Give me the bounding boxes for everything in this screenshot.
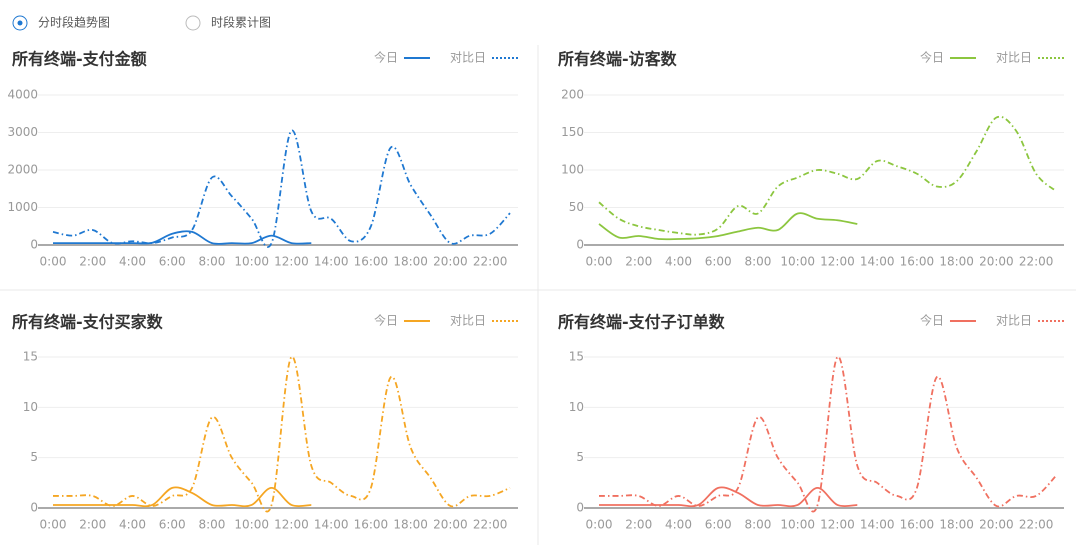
x-tick-label: 14:00 xyxy=(860,255,895,269)
series-line xyxy=(599,356,1057,513)
x-tick-label: 14:00 xyxy=(860,518,895,532)
legend-label: 对比日 xyxy=(450,314,486,328)
x-tick-label: 8:00 xyxy=(198,518,225,532)
x-tick-label: 14:00 xyxy=(314,518,349,532)
x-tick-label: 18:00 xyxy=(939,255,974,269)
series-line xyxy=(53,230,312,245)
x-tick-label: 10:00 xyxy=(780,518,815,532)
y-tick-label: 0 xyxy=(30,501,38,515)
y-tick-label: 15 xyxy=(569,350,584,364)
legend-label: 对比日 xyxy=(996,314,1032,328)
chart-title: 所有终端-支付金额 xyxy=(12,50,147,69)
y-tick-label: 0 xyxy=(576,501,584,515)
series-line xyxy=(599,486,858,508)
series-line xyxy=(598,212,858,241)
legend-label: 今日 xyxy=(374,313,398,328)
y-tick-label: 10 xyxy=(569,400,584,414)
legend-label: 对比日 xyxy=(450,51,486,65)
series-line xyxy=(52,129,511,248)
x-tick-label: 16:00 xyxy=(354,255,389,269)
x-tick-label: 0:00 xyxy=(586,518,613,532)
x-tick-label: 20:00 xyxy=(433,255,468,269)
x-tick-label: 22:00 xyxy=(473,255,508,269)
x-tick-label: 2:00 xyxy=(625,255,652,269)
y-tick-label: 15 xyxy=(23,350,38,364)
y-tick-label: 4000 xyxy=(7,88,38,102)
series-line xyxy=(53,356,511,513)
legend-label: 今日 xyxy=(374,50,398,65)
x-tick-label: 0:00 xyxy=(40,255,67,269)
radio-dot xyxy=(17,20,23,26)
x-tick-label: 0:00 xyxy=(40,518,67,532)
x-tick-label: 6:00 xyxy=(159,255,186,269)
x-tick-label: 2:00 xyxy=(79,255,106,269)
x-tick-label: 2:00 xyxy=(79,518,106,532)
x-tick-label: 4:00 xyxy=(119,518,146,532)
legend-label: 今日 xyxy=(920,313,944,328)
radio[interactable] xyxy=(185,15,201,31)
x-tick-label: 6:00 xyxy=(159,518,186,532)
y-tick-label: 50 xyxy=(569,200,584,214)
x-tick-label: 8:00 xyxy=(744,518,771,532)
x-tick-label: 8:00 xyxy=(198,255,225,269)
x-tick-label: 18:00 xyxy=(393,255,428,269)
legend-label: 对比日 xyxy=(996,51,1032,65)
x-tick-label: 20:00 xyxy=(979,518,1014,532)
x-tick-label: 16:00 xyxy=(900,255,935,269)
x-tick-label: 22:00 xyxy=(1019,255,1054,269)
series-line xyxy=(598,115,1057,236)
x-tick-label: 4:00 xyxy=(665,518,692,532)
x-tick-label: 4:00 xyxy=(665,255,692,269)
y-tick-label: 200 xyxy=(561,88,584,102)
x-tick-label: 10:00 xyxy=(780,255,815,269)
y-tick-label: 1000 xyxy=(7,200,38,214)
radio-label[interactable]: 分时段趋势图 xyxy=(38,15,110,30)
x-tick-label: 20:00 xyxy=(979,255,1014,269)
x-tick-label: 10:00 xyxy=(234,518,269,532)
x-tick-label: 6:00 xyxy=(705,255,732,269)
x-tick-label: 16:00 xyxy=(354,518,389,532)
y-tick-label: 0 xyxy=(576,238,584,252)
y-tick-label: 5 xyxy=(30,450,38,464)
x-tick-label: 2:00 xyxy=(625,518,652,532)
x-tick-label: 18:00 xyxy=(939,518,974,532)
x-tick-label: 12:00 xyxy=(274,255,309,269)
x-tick-label: 0:00 xyxy=(586,255,613,269)
x-tick-label: 16:00 xyxy=(900,518,935,532)
chart-title: 所有终端-支付买家数 xyxy=(12,313,164,332)
radio-label[interactable]: 时段累计图 xyxy=(211,15,271,30)
chart-title: 所有终端-支付子订单数 xyxy=(558,313,726,332)
x-tick-label: 12:00 xyxy=(820,255,855,269)
x-tick-label: 6:00 xyxy=(705,518,732,532)
y-tick-label: 100 xyxy=(561,163,584,177)
x-tick-label: 12:00 xyxy=(274,518,309,532)
series-line xyxy=(53,486,312,508)
y-tick-label: 150 xyxy=(561,125,584,139)
y-tick-label: 2000 xyxy=(7,163,38,177)
x-tick-label: 14:00 xyxy=(314,255,349,269)
x-tick-label: 8:00 xyxy=(744,255,771,269)
x-tick-label: 22:00 xyxy=(1019,518,1054,532)
x-tick-label: 22:00 xyxy=(473,518,508,532)
chart-title: 所有终端-访客数 xyxy=(558,50,678,69)
y-tick-label: 0 xyxy=(30,238,38,252)
x-tick-label: 12:00 xyxy=(820,518,855,532)
y-tick-label: 10 xyxy=(23,400,38,414)
x-tick-label: 18:00 xyxy=(393,518,428,532)
y-tick-label: 5 xyxy=(576,450,584,464)
y-tick-label: 3000 xyxy=(7,125,38,139)
x-tick-label: 10:00 xyxy=(234,255,269,269)
x-tick-label: 4:00 xyxy=(119,255,146,269)
x-tick-label: 20:00 xyxy=(433,518,468,532)
legend-label: 今日 xyxy=(920,50,944,65)
